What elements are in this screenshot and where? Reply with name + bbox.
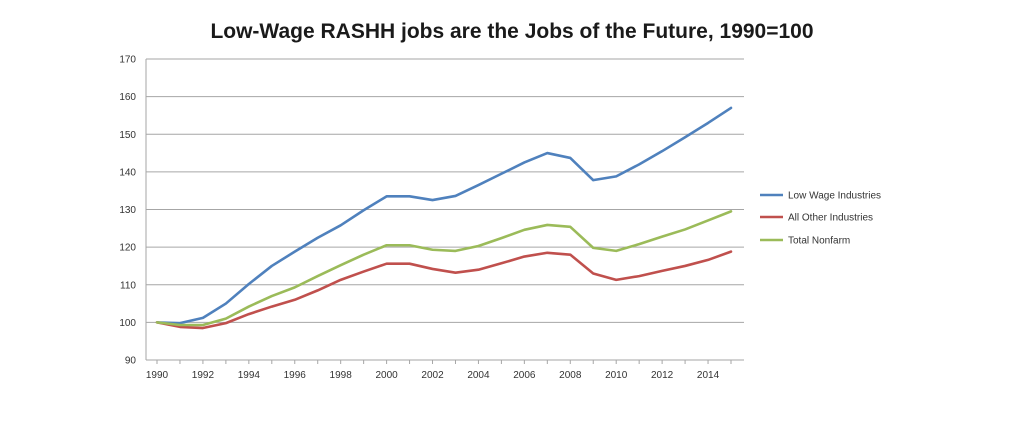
y-tick-label: 170 (119, 55, 136, 66)
x-tick-label: 2012 (651, 370, 674, 381)
y-tick-label: 160 (119, 92, 136, 103)
x-tick-label: 1994 (238, 370, 261, 381)
x-tick-label: 2014 (697, 370, 720, 381)
x-tick-label: 2004 (467, 370, 490, 381)
y-tick-label: 90 (125, 356, 137, 367)
series-line-3 (155, 210, 733, 327)
y-tick-label: 140 (119, 167, 136, 178)
x-tick-label: 2010 (605, 370, 628, 381)
x-tick-label: 2002 (421, 370, 444, 381)
chart-title: Low-Wage RASHH jobs are the Jobs of the … (210, 20, 814, 43)
x-tick-label: 1992 (192, 370, 215, 381)
y-tick-label: 150 (119, 130, 136, 141)
legend: Low Wage Industries All Other Industries T… (760, 191, 881, 247)
x-tick-label: 2008 (559, 370, 582, 381)
gridlines (146, 58, 744, 361)
legend-label: All Other Industries (788, 213, 873, 224)
x-tick-label: 1998 (330, 370, 353, 381)
legend-label: Total Nonfarm (788, 236, 850, 247)
x-tick-label: 2006 (513, 370, 536, 381)
y-tick-label: 130 (119, 205, 136, 216)
axes: 90 100 110 120 130 140 150 160 170 1990 1992 1994 19… (119, 55, 732, 381)
series-line-2 (155, 250, 733, 330)
y-tick-label: 120 (119, 243, 136, 254)
series-lines (155, 106, 733, 330)
x-tick-label: 1990 (146, 370, 169, 381)
legend-label: Low Wage Industries (788, 191, 881, 202)
series-line-1 (155, 106, 733, 325)
x-tick-label: 1996 (284, 370, 307, 381)
x-tick-label: 2000 (375, 370, 398, 381)
y-tick-label: 110 (120, 280, 136, 291)
y-tick-label: 100 (119, 318, 136, 329)
